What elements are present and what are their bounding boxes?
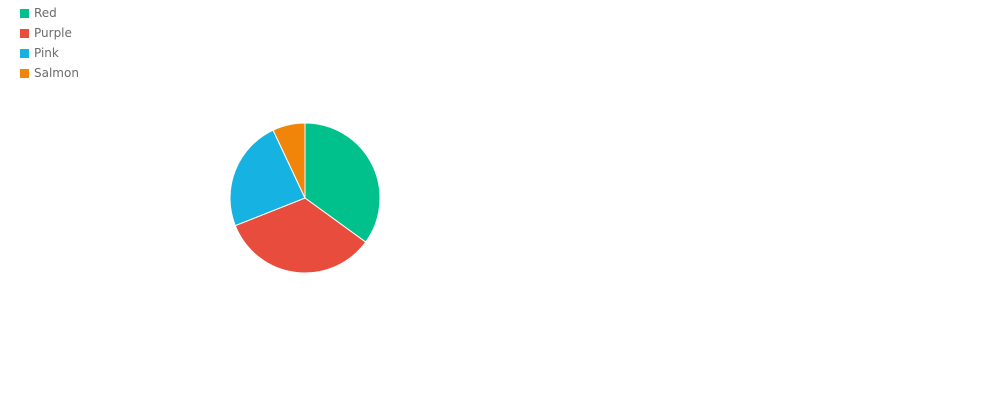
legend-label: Salmon	[34, 66, 79, 80]
legend-label: Pink	[34, 46, 59, 60]
legend-swatch	[20, 28, 29, 38]
legend-item-salmon[interactable]: Salmon	[20, 63, 79, 83]
legend-label: Purple	[34, 26, 72, 40]
pie-slice-pink[interactable]	[229, 129, 306, 227]
legend-item-pink[interactable]: Pink	[20, 43, 79, 63]
legend-label: Red	[34, 6, 57, 20]
legend-item-red[interactable]: Red	[20, 3, 79, 23]
legend-item-purple[interactable]: Purple	[20, 23, 79, 43]
legend-swatch	[20, 68, 29, 78]
pie-slice-purple[interactable]	[234, 197, 367, 274]
legend: Red Purple Pink Salmon	[20, 3, 79, 83]
pie-slice-red[interactable]	[304, 122, 381, 243]
legend-swatch	[20, 48, 29, 58]
pie-slice-salmon[interactable]	[272, 122, 306, 199]
legend-swatch	[20, 8, 29, 18]
